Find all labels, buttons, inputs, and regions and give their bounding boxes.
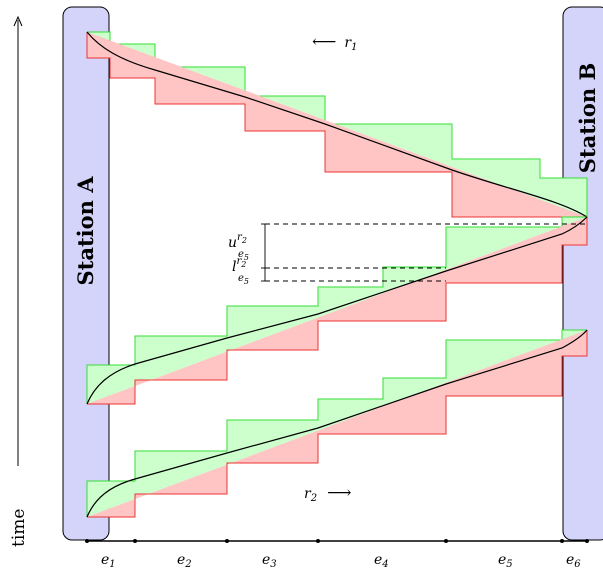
route-r2-run-1-upper-step bbox=[86, 216, 587, 404]
edge-axis bbox=[85, 539, 589, 543]
edge-label-e5: e5 bbox=[498, 552, 513, 570]
upper-bound-label-sub: e5 bbox=[238, 249, 249, 262]
route-r2-run-2-upper-step bbox=[86, 329, 587, 517]
route-r2-run-1-lower-step bbox=[87, 217, 588, 405]
route-r2-run-1-trajectory bbox=[86, 216, 588, 405]
time-axis-arrowhead bbox=[13, 15, 23, 27]
route-r1-bounds bbox=[86, 31, 588, 218]
bound-markers bbox=[261, 223, 587, 282]
route-r1-label: ⟵ r1 bbox=[312, 32, 357, 53]
lower-bound-label-sub: e5 bbox=[238, 273, 249, 286]
upper-bound-label: ur2 bbox=[228, 232, 247, 251]
station-b-label: Station B bbox=[575, 63, 600, 174]
edge-label-e2: e2 bbox=[177, 552, 192, 570]
route-r2-run-2-lower-step bbox=[87, 330, 588, 518]
route-r2-run-1-bounds bbox=[86, 216, 588, 405]
route-r2-label: r2 ⟶ bbox=[304, 483, 351, 504]
route-r2-run-2-lower-band bbox=[87, 330, 587, 517]
route-r2-run-1-lower-band bbox=[87, 217, 587, 404]
route-r2-run-2-trajectory bbox=[86, 329, 588, 518]
station-a-label: Station A bbox=[73, 176, 98, 286]
route-r1-upper-step bbox=[87, 31, 588, 217]
edge-label-e3: e3 bbox=[262, 552, 277, 570]
route-r1-trajectory bbox=[86, 31, 588, 218]
route-r2-run-2-bounds bbox=[86, 329, 588, 518]
edge-label-e6: e6 bbox=[566, 552, 581, 570]
time-axis-label: time bbox=[9, 509, 29, 547]
edge-label-e4: e4 bbox=[374, 552, 389, 570]
route-r1-lower-band bbox=[87, 32, 587, 217]
edge-label-e1: e1 bbox=[101, 552, 116, 570]
route-r1-lower-step bbox=[86, 32, 587, 218]
lower-bound-label: lr2 bbox=[232, 256, 246, 275]
